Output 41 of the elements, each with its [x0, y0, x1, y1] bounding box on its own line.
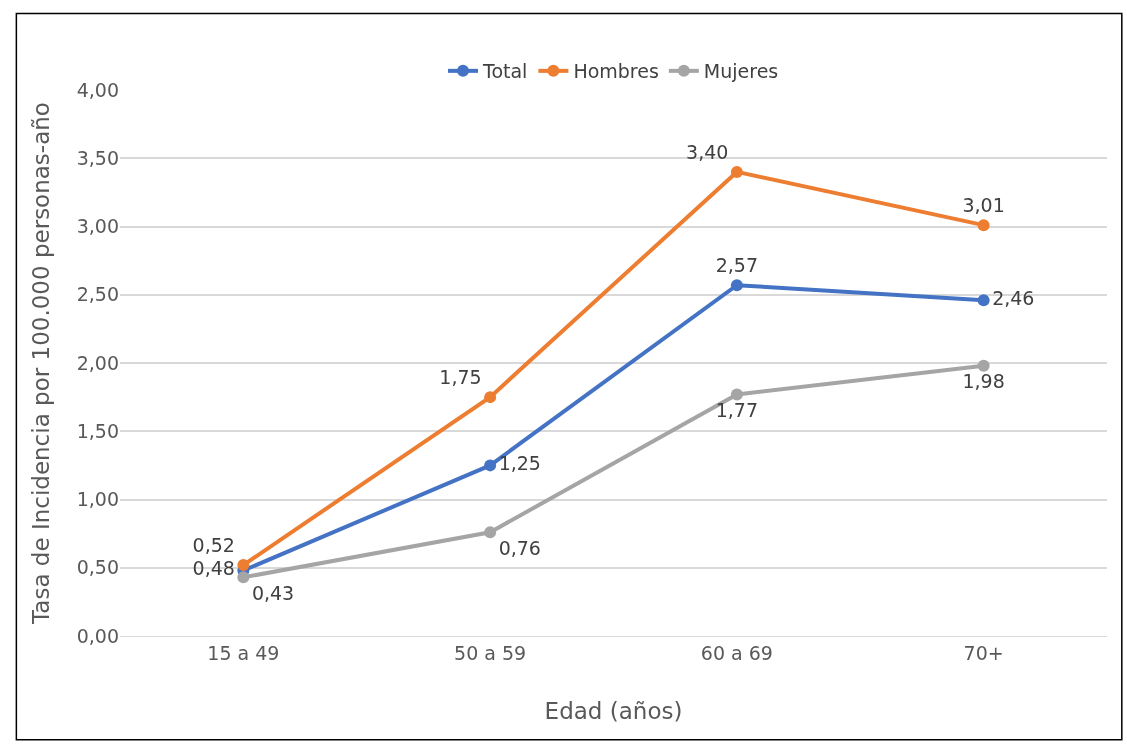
- point: [977, 294, 990, 307]
- point: [484, 391, 497, 404]
- point: [484, 526, 497, 539]
- data-label: 3,40: [686, 140, 729, 163]
- x-axis-title: Edad (años): [544, 698, 683, 725]
- legend-label: Mujeres: [703, 60, 779, 83]
- data-label: 2,46: [992, 286, 1035, 309]
- y-tick-label: 2,00: [76, 351, 119, 374]
- point: [730, 165, 743, 178]
- point: [484, 459, 497, 472]
- point: [977, 359, 990, 372]
- legend-label: Total: [482, 60, 528, 83]
- y-tick-label: 0,00: [76, 624, 119, 647]
- data-label: 0,48: [192, 557, 235, 580]
- y-axis-title: Tasa de Incidencia por 100.000 personas-año: [28, 102, 55, 625]
- y-tick-label: 4,00: [76, 78, 119, 101]
- data-label: 1,75: [439, 365, 482, 388]
- x-tick-label: 50 a 59: [454, 641, 527, 664]
- y-tick-label: 3,50: [76, 146, 119, 169]
- point: [237, 571, 250, 584]
- x-tick-label: 15 a 49: [207, 641, 280, 664]
- data-label: 0,43: [251, 582, 295, 605]
- legend-label: Hombres: [573, 60, 659, 83]
- y-tick-label: 1,50: [76, 419, 119, 442]
- point: [237, 559, 250, 572]
- y-tick-label: 0,50: [76, 556, 119, 579]
- point: [730, 388, 743, 401]
- data-label: 0,76: [498, 537, 541, 560]
- data-label: 1,25: [498, 452, 541, 475]
- data-label: 2,57: [715, 253, 759, 276]
- point: [730, 279, 743, 292]
- data-label: 1,77: [715, 399, 759, 422]
- x-tick-label: 60 a 69: [700, 641, 773, 664]
- point: [977, 219, 990, 232]
- y-tick-label: 1,00: [76, 488, 119, 511]
- y-tick-label: 3,00: [76, 215, 119, 238]
- data-label: 1,98: [962, 370, 1005, 393]
- x-tick-label: 70+: [963, 641, 1004, 664]
- data-label: 3,01: [962, 193, 1005, 216]
- data-label: 0,52: [192, 533, 235, 556]
- y-tick-label: 2,50: [76, 283, 119, 306]
